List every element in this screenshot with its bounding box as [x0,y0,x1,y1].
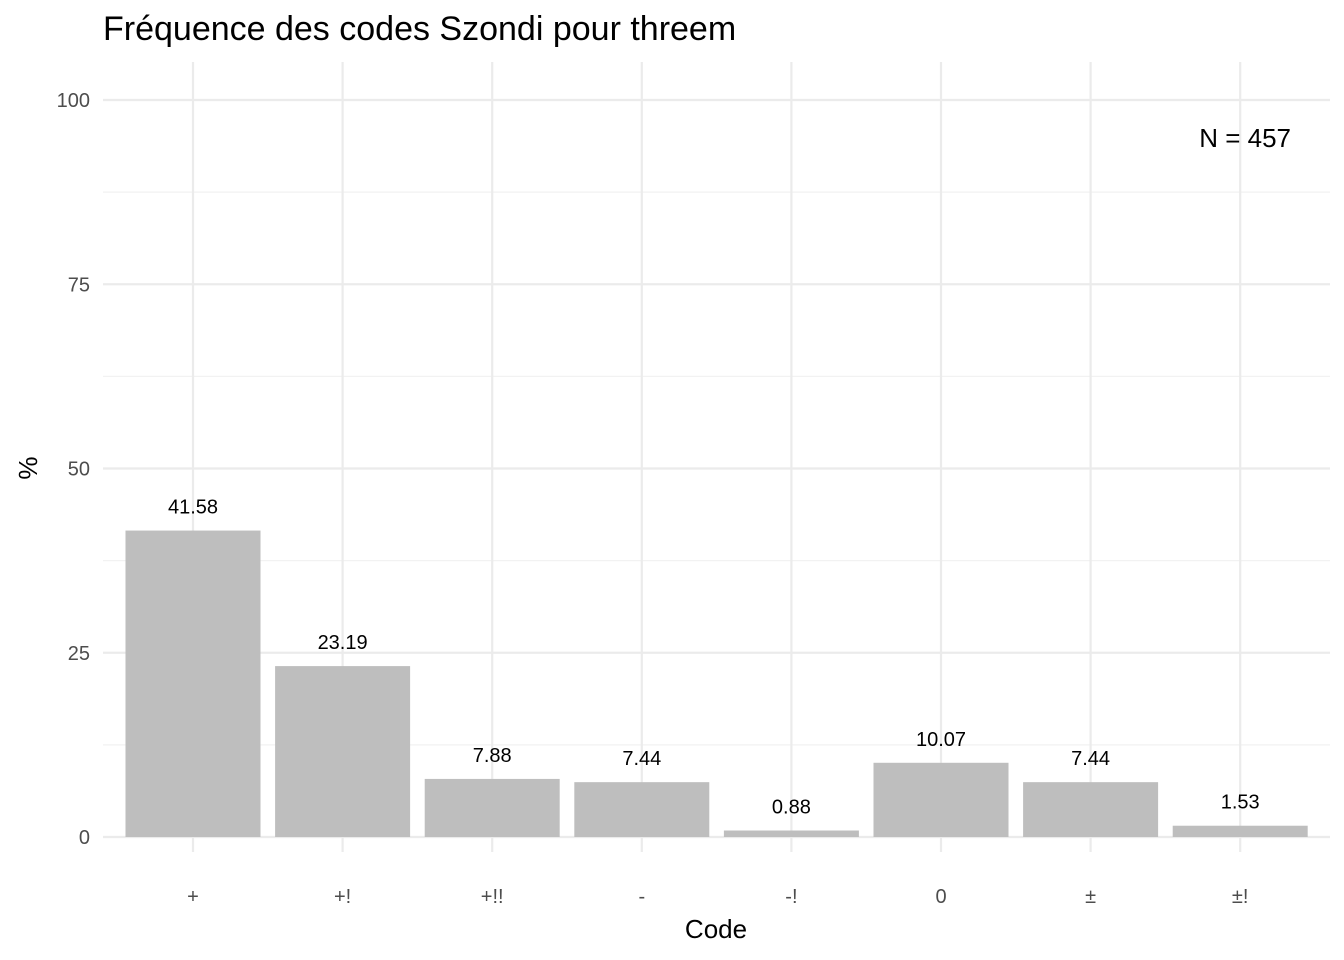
x-tick-label: ±! [1232,886,1249,908]
x-tick-label: +!! [481,886,504,908]
y-tick-label: 50 [68,459,90,481]
chart-title: Fréquence des codes Szondi pour threem [103,10,736,48]
bar-value-label: 23.19 [318,632,368,654]
bar [424,778,560,837]
grid [103,62,1330,852]
bar-value-label: 7.88 [473,745,512,767]
bar-value-label: 7.44 [1071,748,1110,770]
bar-value-label: 10.07 [916,729,966,751]
bar [1023,782,1159,837]
bar-value-label: 41.58 [168,497,218,519]
bar-value-label: 1.53 [1221,792,1260,814]
x-axis-ticks: + +! +!! - -! 0 ± ±! [187,886,1248,908]
bars [125,530,1308,837]
bar-labels: 41.58 23.19 7.88 7.44 0.88 10.07 7.44 1.53 [168,497,1260,819]
bar [574,782,710,837]
bar [1172,825,1308,837]
bar [275,666,411,837]
bar [125,530,261,837]
x-tick-label: + [187,886,199,908]
bar-value-label: 0.88 [772,797,811,819]
y-tick-label: 100 [57,90,90,112]
bar [723,830,859,837]
y-axis-ticks: 0 25 50 75 100 [57,90,90,849]
x-axis-title: Code [685,914,747,944]
bar-value-label: 7.44 [622,748,661,770]
x-tick-label: 0 [935,886,946,908]
x-tick-label: +! [334,886,351,908]
y-tick-label: 25 [68,643,90,665]
y-axis-title: % [13,456,43,479]
y-tick-label: 75 [68,274,90,296]
x-tick-label: ± [1085,886,1096,908]
y-tick-label: 0 [79,827,90,849]
sample-size-annotation: N = 457 [1199,123,1291,153]
bar [873,762,1009,837]
x-tick-label: -! [785,886,797,908]
x-tick-label: - [638,886,645,908]
